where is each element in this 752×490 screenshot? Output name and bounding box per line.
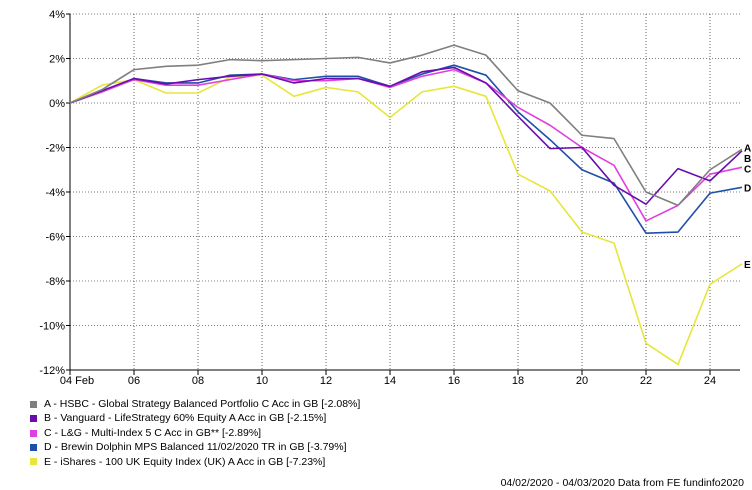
x-tick-label: 08 xyxy=(192,375,204,387)
chart-legend: A - HSBC - Global Strategy Balanced Port… xyxy=(30,397,360,469)
y-tick-label: -6% xyxy=(45,232,65,244)
y-tick-label: 0% xyxy=(49,98,65,110)
x-tick-label: 22 xyxy=(640,375,652,387)
y-tick-label: 2% xyxy=(49,54,65,66)
x-tick-label: 10 xyxy=(256,375,268,387)
chart-series xyxy=(69,44,743,366)
legend-item-b: B - Vanguard - LifeStrategy 60% Equity A… xyxy=(30,411,360,425)
chart-grid xyxy=(69,13,740,371)
chart-axes: 4% 2% 0% -2% -4% -6% -8% -10% -12%04 Feb 06 08 10 12… xyxy=(39,9,740,387)
series-line-e xyxy=(69,74,743,366)
x-tick-label: 04 Feb xyxy=(60,375,94,387)
legend-swatch-e xyxy=(30,458,37,466)
x-tick-label: 12 xyxy=(320,375,332,387)
legend-label-e: E - iShares - 100 UK Equity Index (UK) A… xyxy=(44,455,326,468)
y-tick-label: 4% xyxy=(49,9,65,21)
x-tick-label: 14 xyxy=(384,375,396,387)
legend-item-c: C - L&G - Multi-Index 5 C Acc in GB** [-… xyxy=(30,426,360,440)
legend-swatch-b xyxy=(30,415,37,423)
x-tick-label: 18 xyxy=(512,375,524,387)
end-label-c: C xyxy=(744,164,751,175)
x-tick-label: 06 xyxy=(128,375,140,387)
end-label-e: E xyxy=(744,260,751,271)
x-tick-label: 20 xyxy=(576,375,588,387)
legend-label-d: D - Brewin Dolphin MPS Balanced 11/02/20… xyxy=(44,441,347,454)
series-line-c xyxy=(69,68,743,222)
x-tick-label: 16 xyxy=(448,375,460,387)
end-label-a: A xyxy=(744,143,751,154)
y-tick-label: -8% xyxy=(45,276,65,288)
legend-item-e: E - iShares - 100 UK Equity Index (UK) A… xyxy=(30,455,360,469)
legend-label-b: B - Vanguard - LifeStrategy 60% Equity A… xyxy=(44,412,327,425)
legend-swatch-a xyxy=(30,400,37,408)
series-line-d xyxy=(69,64,743,234)
y-tick-label: -2% xyxy=(45,143,65,155)
y-tick-label: -4% xyxy=(45,187,65,199)
series-line-b xyxy=(69,66,743,206)
legend-item-a: A - HSBC - Global Strategy Balanced Port… xyxy=(30,397,360,411)
legend-label-a: A - HSBC - Global Strategy Balanced Port… xyxy=(44,398,361,410)
legend-item-d: D - Brewin Dolphin MPS Balanced 11/02/20… xyxy=(30,440,360,454)
y-tick-label: -12% xyxy=(39,365,65,377)
end-label-b: B xyxy=(744,154,751,165)
data-source-footer: 04/02/2020 - 04/03/2020 Data from FE fun… xyxy=(500,477,744,489)
y-tick-label: -10% xyxy=(39,321,65,333)
end-label-d: D xyxy=(744,183,751,194)
x-tick-label: 24 xyxy=(704,375,716,387)
legend-swatch-d xyxy=(30,443,37,451)
legend-swatch-c xyxy=(30,429,37,437)
series-line-a xyxy=(69,44,743,207)
legend-label-c: C - L&G - Multi-Index 5 C Acc in GB** [-… xyxy=(44,426,262,439)
